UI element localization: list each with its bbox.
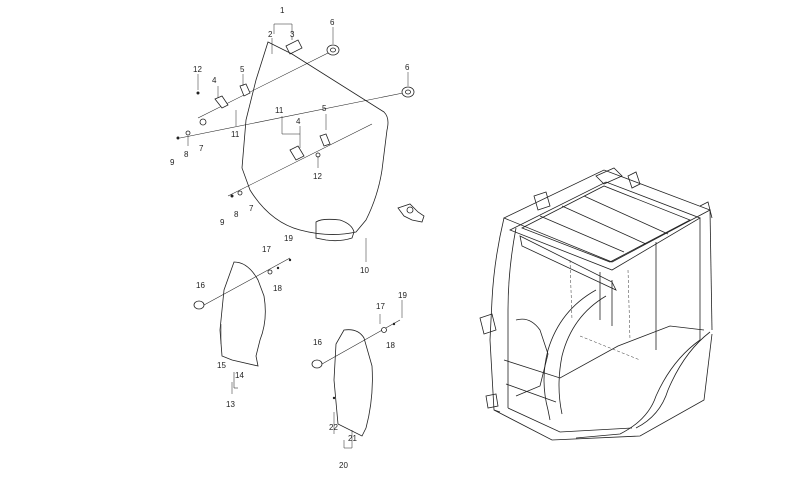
callout-1: 1 xyxy=(280,6,285,15)
callout-18: 18 xyxy=(273,284,282,293)
callout-6: 6 xyxy=(405,63,410,72)
left-side-panel xyxy=(193,257,292,389)
callout-14: 14 xyxy=(235,371,244,380)
callout-11: 11 xyxy=(231,130,240,139)
callout-4: 4 xyxy=(296,117,301,126)
callout-22: 22 xyxy=(329,423,338,432)
callout-15: 15 xyxy=(217,361,226,370)
callout-5: 5 xyxy=(322,104,327,113)
leader-lines xyxy=(187,23,409,449)
hinge-assembly-upper xyxy=(179,36,409,197)
callout-16: 16 xyxy=(196,281,205,290)
callout-12: 12 xyxy=(193,65,202,74)
latch-catch xyxy=(397,203,425,223)
mount-boss xyxy=(326,44,415,98)
callout-19: 19 xyxy=(284,234,293,243)
callout-9: 9 xyxy=(170,158,175,167)
callout-labels: 1 2 3 6 6 12 5 4 11 8 7 9 11 4 5 12 9 8 … xyxy=(170,6,410,470)
callout-7: 7 xyxy=(249,204,254,213)
right-side-panel xyxy=(311,319,401,437)
callout-17: 17 xyxy=(376,302,385,311)
callout-13: 13 xyxy=(226,400,235,409)
callout-12: 12 xyxy=(313,172,322,181)
callout-18: 18 xyxy=(386,341,395,350)
callout-10: 10 xyxy=(360,266,369,275)
cab-frame xyxy=(479,167,713,441)
callout-9: 9 xyxy=(220,218,225,227)
callout-5: 5 xyxy=(240,65,245,74)
callout-20: 20 xyxy=(339,461,348,470)
callout-11: 11 xyxy=(275,106,284,115)
windscreen-glass xyxy=(241,41,389,242)
callout-3: 3 xyxy=(290,30,295,39)
callout-16: 16 xyxy=(313,338,322,347)
callout-6: 6 xyxy=(330,18,335,27)
callout-17: 17 xyxy=(262,245,271,254)
fasteners xyxy=(176,91,321,198)
callout-8: 8 xyxy=(234,210,239,219)
callout-19: 19 xyxy=(398,291,407,300)
callout-4: 4 xyxy=(212,76,217,85)
callout-7: 7 xyxy=(199,144,204,153)
callout-21: 21 xyxy=(348,434,357,443)
callout-8: 8 xyxy=(184,150,189,159)
callout-2: 2 xyxy=(268,30,273,39)
